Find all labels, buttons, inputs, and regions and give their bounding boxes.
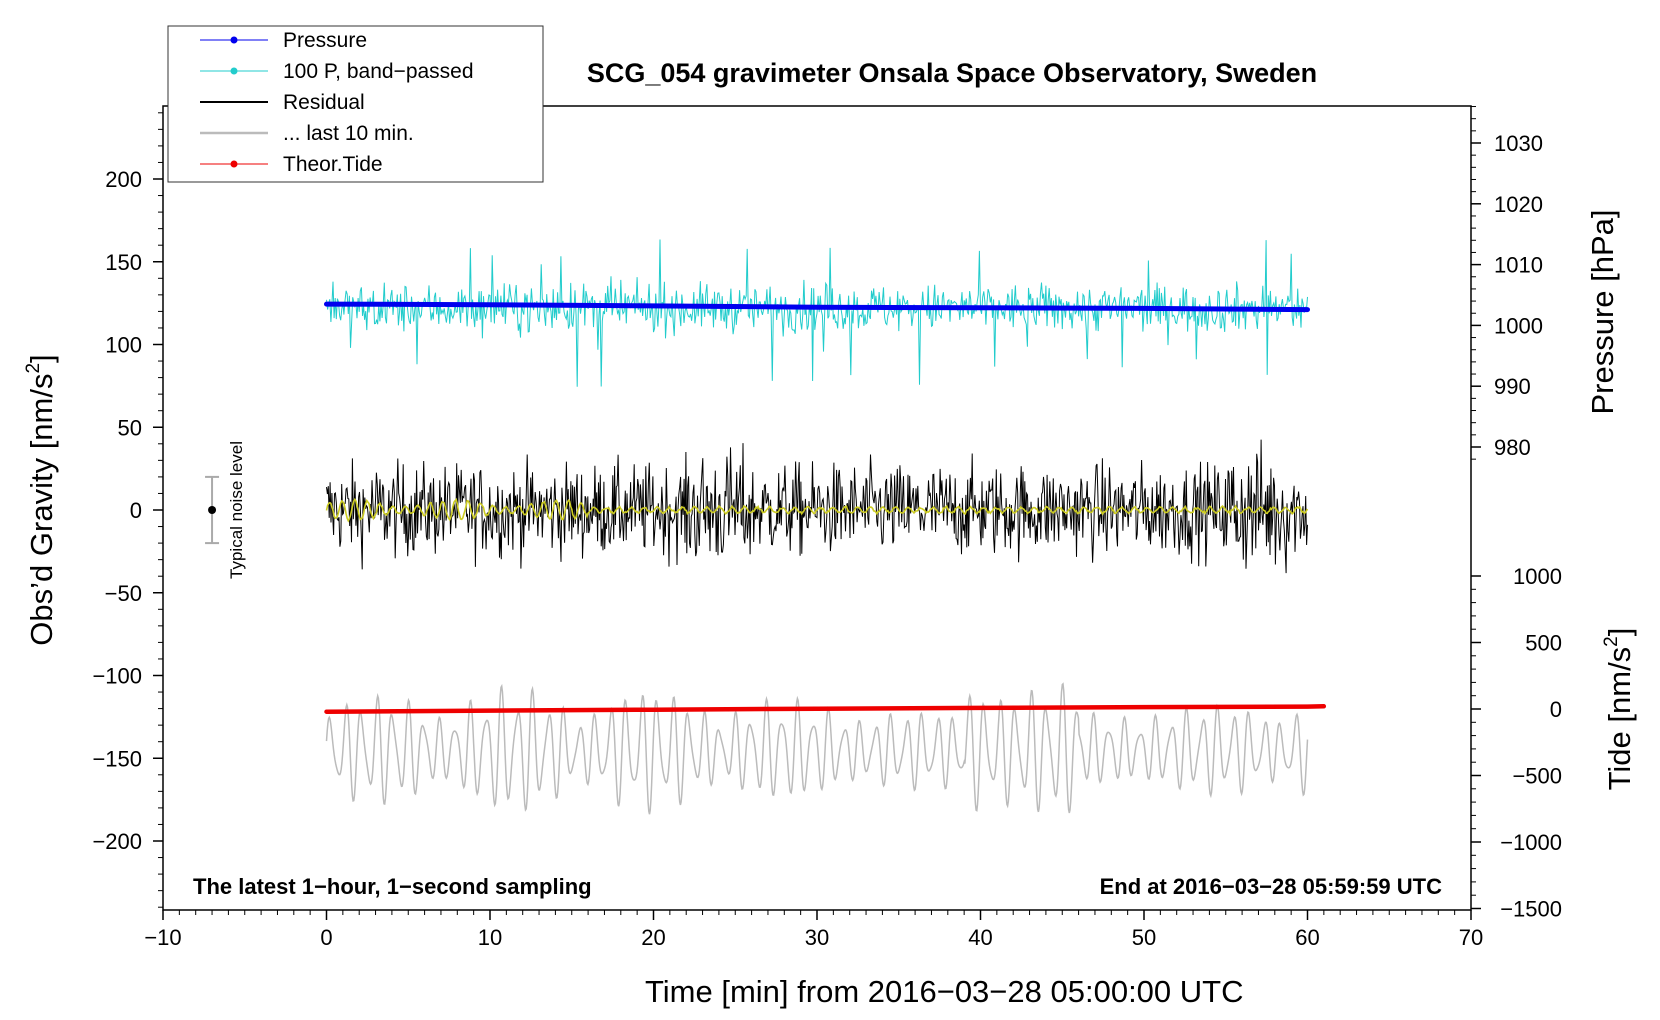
y-tide-tick-label: 1000 (1513, 564, 1562, 589)
y-left-tick-label: 0 (130, 498, 142, 523)
legend-label: 100 P, band−passed (283, 60, 474, 83)
last-10-min-line (325, 682, 1309, 815)
legend-entries: Pressure 100 P, band−passed Residual ... la… (200, 29, 474, 176)
y-tide-tick-label: 0 (1550, 697, 1562, 722)
residual-line (326, 439, 1308, 574)
y-axis-left-label-text: Obs’d Gravity [nm/s (24, 374, 59, 646)
y-left-tick-label: 50 (118, 415, 142, 440)
y-pressure-tick-label: 1030 (1494, 131, 1543, 156)
y-left-tick-label: 100 (105, 333, 142, 358)
filtered-residual-line (325, 497, 1309, 523)
x-tick-label: 60 (1295, 925, 1319, 950)
axis-ticks: −10 0 10 20 30 40 50 60 70200150100500−50−100−15… (92, 106, 1562, 950)
y-axis-left-label: Obs’d Gravity [nm/s2] (23, 354, 59, 645)
y-left-tick-label: −150 (92, 746, 142, 771)
y-pressure-tick-label: 990 (1494, 374, 1531, 399)
x-tick-label: 0 (320, 925, 332, 950)
x-tick-label: 50 (1132, 925, 1156, 950)
y-left-tick-label: 150 (105, 250, 142, 275)
y-pressure-tick-label: 980 (1494, 435, 1531, 460)
legend-label: Theor.Tide (283, 153, 383, 176)
y-axis-left-label-superscript: 2 (23, 363, 44, 374)
chart-title: SCG_054 gravimeter Onsala Space Observat… (587, 58, 1317, 88)
annotation-sampling: The latest 1−hour, 1−second sampling (193, 874, 592, 899)
theoretical-tide-line (324, 704, 1327, 714)
y-left-tick-label: 200 (105, 167, 142, 192)
x-tick-label: −10 (144, 925, 181, 950)
y-pressure-tick-label: 1020 (1494, 192, 1543, 217)
x-tick-label: 20 (641, 925, 665, 950)
legend-label: Pressure (283, 29, 367, 52)
y-axis-tide-label: Tide [nm/s2] (1601, 628, 1637, 791)
y-left-tick-label: −100 (92, 664, 142, 689)
y-left-tick-label: −200 (92, 829, 142, 854)
pressure-line (324, 301, 1310, 313)
legend-marker (230, 160, 238, 168)
y-tide-tick-label: −500 (1512, 764, 1562, 789)
legend: Pressure 100 P, band−passed Residual ... la… (167, 25, 544, 183)
legend-label: ... last 10 min. (283, 122, 414, 145)
y-axis-tide-label-text: Tide [nm/s (1602, 647, 1637, 791)
legend-marker (230, 67, 238, 75)
series-lines (324, 239, 1327, 815)
noise-indicator (205, 475, 220, 545)
noise-indicator-label: Typical noise level (227, 441, 246, 579)
y-tide-tick-label: 500 (1525, 631, 1562, 656)
y-tide-tick-label: −1000 (1500, 830, 1562, 855)
y-pressure-tick-label: 1010 (1494, 253, 1543, 278)
legend-label: Residual (283, 91, 365, 114)
annotation-end-time: End at 2016−03−28 05:59:59 UTC (1100, 874, 1443, 899)
x-tick-label: 10 (478, 925, 502, 950)
noise-point (208, 506, 217, 514)
x-tick-label: 70 (1459, 925, 1483, 950)
legend-box (167, 25, 544, 183)
y-left-tick-label: −50 (105, 581, 142, 606)
y-pressure-tick-label: 1000 (1494, 313, 1543, 338)
y-axis-tide-label-superscript: 2 (1601, 636, 1622, 647)
x-axis-label: Time [min] from 2016−03−28 05:00:00 UTC (645, 974, 1244, 1009)
x-tick-label: 30 (805, 925, 829, 950)
x-tick-label: 40 (968, 925, 992, 950)
y-axis-pressure-label: Pressure [hPa] (1585, 209, 1620, 414)
band-passed-pressure-line (326, 239, 1308, 387)
y-axis-left-label-close: ] (24, 354, 59, 363)
y-tide-tick-label: −1500 (1500, 897, 1562, 922)
y-axis-tide-label-close: ] (1602, 628, 1637, 637)
legend-marker (230, 36, 238, 44)
